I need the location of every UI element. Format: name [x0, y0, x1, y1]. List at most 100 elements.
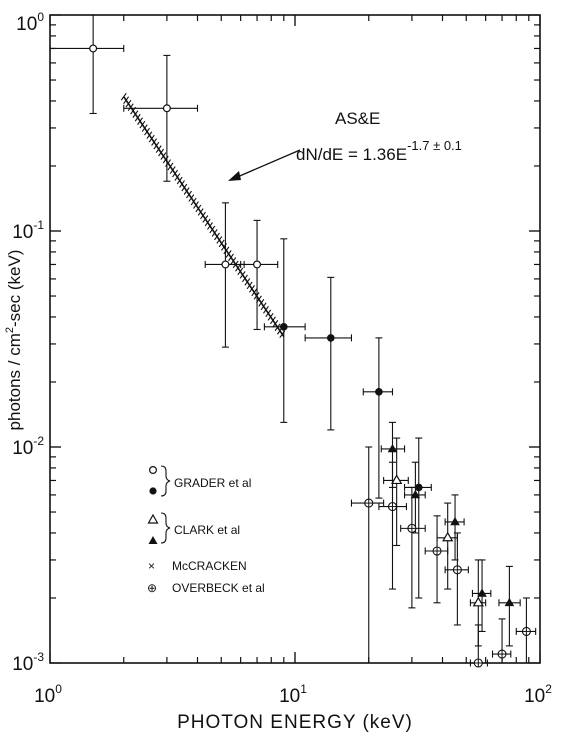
x-axis-label: PHOTON ENERGY (keV) — [177, 712, 413, 733]
mccracken-cross-mark — [193, 201, 199, 209]
annotation-arrow — [234, 149, 301, 179]
legend-label-overbeck: OVERBECK et al — [172, 581, 265, 595]
mccracken-cross-mark — [263, 306, 269, 314]
data-point-open-triangle — [472, 596, 484, 607]
legend-label-mccracken: McCRACKEN — [172, 559, 247, 573]
x-tick-label-base: 10 — [279, 686, 300, 707]
y-tick-label-base: 10 — [12, 438, 33, 459]
mccracken-cross-mark — [223, 246, 230, 255]
data-points — [49, 14, 537, 668]
mccracken-cross-mark — [246, 281, 253, 290]
mccracken-cross-mark — [160, 152, 167, 160]
legend-label-clark: CLARK et al — [174, 523, 240, 537]
mccracken-cross-mark — [260, 302, 267, 311]
mccracken-cross-mark — [120, 92, 127, 101]
legend-filled-circle-marker — [149, 487, 157, 495]
mccracken-cross-mark — [200, 211, 206, 220]
legend-brace-clark — [160, 512, 171, 544]
data-point-filled-triangle — [450, 516, 460, 526]
mccracken-cross-mark — [181, 183, 188, 192]
y-axis-label: photons / cm2-sec (keV) — [4, 250, 24, 431]
mccracken-cross-mark — [176, 176, 183, 185]
legend-brace-grader — [160, 465, 171, 497]
mccracken-cross-mark — [125, 99, 132, 108]
mccracken-cross-mark — [230, 257, 237, 265]
mccracken-cross-mark — [211, 229, 218, 237]
data-point-filled-circle — [279, 323, 288, 331]
x-tick-label: 100 — [34, 682, 62, 707]
y-axis-label-main: photons / cm — [5, 333, 24, 430]
mccracken-cross-mark — [174, 173, 181, 181]
mccracken-cross-mark — [251, 288, 258, 297]
x-tick-label-exponent: 0 — [55, 682, 62, 696]
fit-line — [123, 96, 285, 337]
y-tick-label: 10-1 — [12, 218, 44, 243]
y-tick-label-exponent: -2 — [33, 434, 44, 448]
mccracken-cross-mark — [272, 319, 279, 328]
data-point-filled-triangle — [387, 443, 398, 453]
mccracken-cross-mark — [269, 316, 276, 325]
mccracken-cross-mark — [123, 96, 130, 104]
mccracken-cross-mark — [258, 299, 265, 307]
data-point-filled-circle — [375, 388, 383, 396]
x-tick-label: 102 — [524, 682, 552, 707]
x-tick-label-base: 10 — [34, 686, 55, 707]
legend-open-circle-marker — [149, 466, 158, 475]
fit-equation-exponent: -1.7 ± 0.1 — [407, 138, 462, 153]
legend-cross-marker: × — [148, 559, 155, 573]
legend-open-triangle-marker — [147, 513, 159, 524]
data-point-open-triangle — [442, 531, 454, 542]
mccracken-cross-mark — [146, 131, 153, 139]
data-point-filled-circle — [414, 483, 423, 492]
mccracken-cross-mark — [151, 138, 157, 146]
mccracken-cross-mark — [139, 120, 146, 129]
fit-label: AS&E — [335, 109, 380, 128]
mccracken-cross-mark — [197, 208, 204, 216]
mccracken-cross-mark — [237, 267, 244, 276]
legend-label-grader: GRADER et al — [174, 476, 251, 490]
y-tick-label-exponent: -1 — [33, 218, 44, 232]
data-point-open-circle — [89, 44, 98, 53]
y-tick-label-base: 10 — [12, 654, 33, 675]
mccracken-cross-mark — [188, 194, 195, 202]
y-axis-label-sup: 2 — [4, 327, 16, 333]
plot-frame — [49, 14, 541, 664]
mccracken-cross-mark — [158, 148, 164, 157]
mccracken-cross-mark — [218, 239, 225, 248]
x-tick-label-base: 10 — [524, 686, 545, 707]
mccracken-cross-mark — [207, 222, 213, 230]
mccracken-cross-mark — [204, 218, 211, 227]
data-point-open-circle — [253, 260, 262, 269]
data-point-open-triangle — [391, 474, 403, 485]
annotation-arrowhead — [228, 171, 241, 181]
mccracken-cross-mark — [127, 103, 134, 111]
x-tick-label: 101 — [279, 682, 307, 707]
mccracken-cross-mark — [244, 278, 251, 286]
mccracken-cross-mark — [186, 190, 192, 199]
data-point-filled-circle — [327, 334, 335, 342]
mccracken-cross-mark — [167, 162, 174, 171]
mccracken-cross-mark — [132, 110, 139, 118]
axis-ticks — [49, 14, 541, 664]
mccracken-cross-mark — [267, 313, 274, 321]
data-point-open-circle — [162, 104, 171, 113]
mccracken-cross-mark — [249, 285, 255, 293]
mccracken-cross-mark — [144, 127, 151, 136]
mccracken-cross-mark — [239, 271, 246, 279]
mccracken-cross-mark — [242, 274, 248, 283]
mccracken-cross-mark — [169, 166, 176, 174]
mccracken-cross-mark — [214, 232, 220, 241]
mccracken-cross-mark — [265, 309, 272, 318]
y-tick-label-exponent: -3 — [33, 650, 44, 664]
data-point-open-circle — [221, 260, 230, 269]
mccracken-cross-mark — [172, 169, 178, 178]
mccracken-cross-mark — [134, 113, 141, 122]
fit-equation: dN/dE = 1.36E-1.7 ± 0.1 — [296, 138, 462, 164]
data-point-filled-triangle — [477, 588, 487, 597]
y-tick-label: 10-3 — [12, 650, 44, 675]
mccracken-cross-mark — [225, 250, 232, 258]
fit-equation-main: dN/dE = 1.36E — [296, 145, 407, 164]
mccracken-cross-mark — [235, 264, 241, 272]
